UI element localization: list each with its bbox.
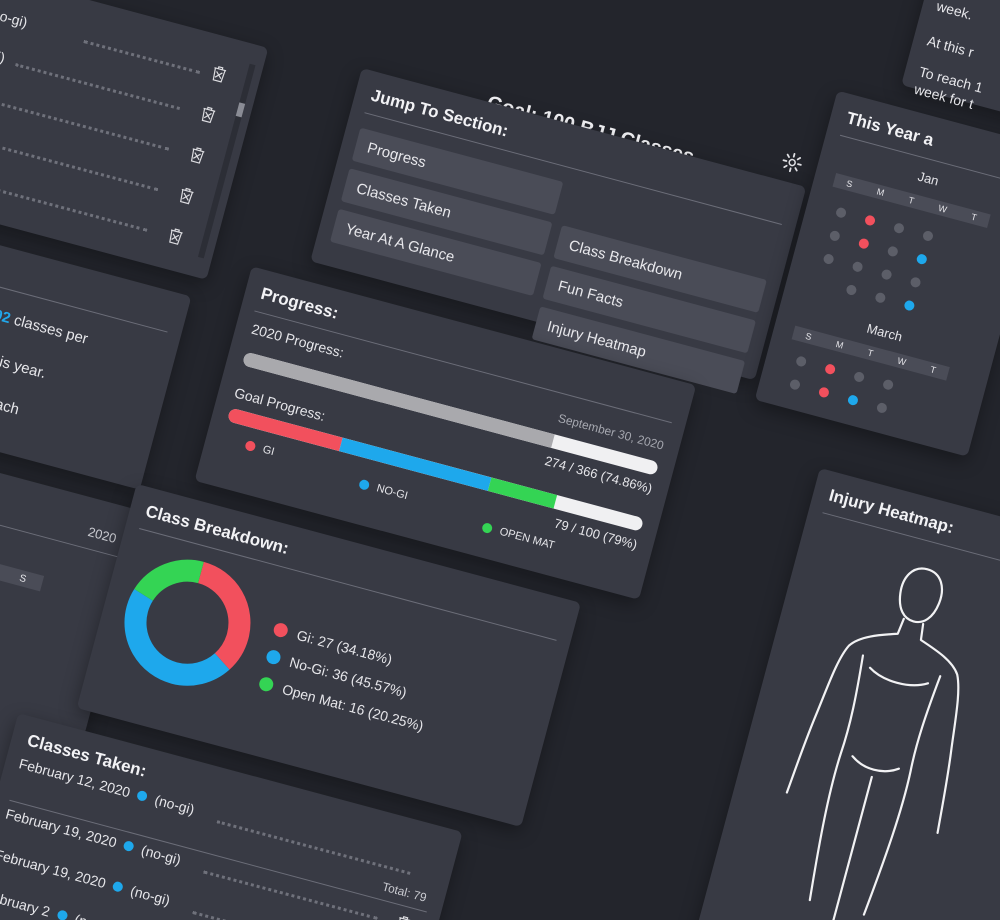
no-gi-dot: [122, 840, 136, 853]
no-gi-dot: [56, 909, 69, 920]
class-row: February 2(no-gi): [0, 887, 116, 920]
legend-dot: [481, 521, 494, 535]
trash-icon[interactable]: [178, 186, 196, 205]
fact-line: 05 classes this year.: [0, 336, 48, 383]
trash-icon[interactable]: [167, 227, 185, 246]
breakdown-donut-chart: [124, 559, 251, 686]
legend-dot: [264, 648, 283, 666]
body-outline-figure: [785, 567, 960, 920]
calendar-month: March: [865, 320, 904, 345]
trash-icon[interactable]: [199, 105, 217, 124]
no-gi-dot: [112, 880, 125, 893]
goal-segment-open-mat: [487, 477, 558, 509]
legend-nogi: NO-GI: [358, 478, 409, 502]
legend-openmat: OPEN MAT: [481, 521, 556, 552]
list-row: (no-gi): [0, 4, 30, 31]
legend-gi: GI: [244, 439, 276, 458]
gear-icon[interactable]: [780, 150, 804, 174]
class-breakdown-card: Class Breakdown: Gi: 27 (34.18%) No-Gi: …: [76, 483, 582, 828]
legend-dot: [358, 478, 371, 491]
classes-taken-card: Classes Taken: February 12, 2020 (no-gi) …: [0, 713, 463, 920]
legend-dot: [272, 621, 290, 639]
legend-dot: [257, 675, 275, 693]
calendar-weekday-row: WTFS: [0, 534, 45, 592]
trash-icon[interactable]: [395, 914, 413, 920]
trash-icon[interactable]: [188, 146, 206, 165]
donut-slice: [124, 559, 251, 686]
fact-line: week.: [934, 0, 975, 23]
injury-heatmap-card: Injury Heatmap:: [685, 468, 1000, 920]
breakdown-legend: Gi: 27 (34.18%) No-Gi: 36 (45.57%) Open …: [257, 621, 439, 734]
legend-dot: [244, 439, 257, 453]
list-row: o-gi): [0, 43, 7, 66]
trash-icon[interactable]: [210, 65, 228, 84]
fact-line: days, or 2.02 classes per: [0, 303, 90, 348]
fact-line: At this r: [925, 32, 976, 61]
no-gi-dot: [136, 789, 149, 803]
classes-list-card-left: (no-gi) o-gi): [0, 0, 269, 280]
calendar-year: 2020: [86, 524, 119, 547]
calendar-month: Jan: [916, 168, 941, 189]
donut-slice: [124, 559, 251, 686]
scrollbar[interactable]: [197, 63, 256, 259]
